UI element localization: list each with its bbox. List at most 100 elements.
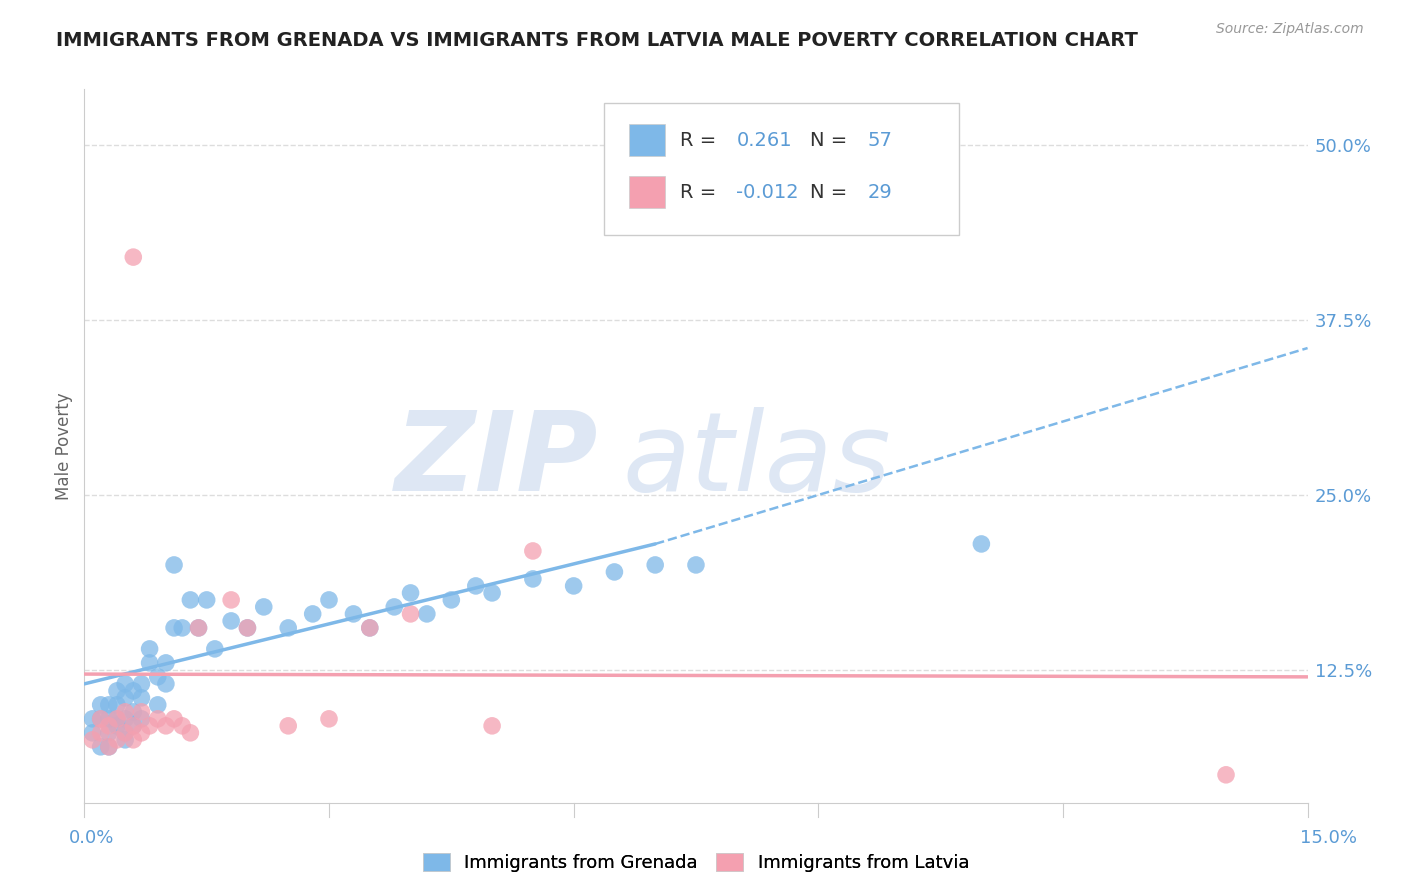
Point: [114, 732, 136, 747]
Point: [522, 544, 544, 558]
Point: [172, 719, 194, 733]
Point: [204, 641, 226, 656]
Point: [219, 614, 242, 628]
Point: [114, 690, 136, 705]
Point: [146, 670, 169, 684]
Point: [603, 565, 626, 579]
Point: [277, 719, 299, 733]
Text: 15.0%: 15.0%: [1301, 829, 1357, 847]
Point: [399, 586, 422, 600]
Point: [131, 712, 153, 726]
Point: [82, 712, 104, 726]
Point: [146, 712, 169, 726]
Point: [114, 712, 136, 726]
Point: [131, 726, 153, 740]
Point: [138, 641, 160, 656]
FancyBboxPatch shape: [628, 124, 665, 156]
Point: [236, 621, 259, 635]
Point: [122, 732, 145, 747]
Point: [122, 684, 145, 698]
Point: [105, 719, 128, 733]
Text: 57: 57: [868, 131, 891, 150]
Text: N =: N =: [810, 131, 853, 150]
Point: [179, 593, 201, 607]
Point: [187, 621, 209, 635]
Point: [138, 656, 160, 670]
Point: [163, 621, 186, 635]
Point: [318, 593, 340, 607]
Point: [122, 719, 145, 733]
Point: [359, 621, 381, 635]
Point: [105, 698, 128, 712]
Point: [122, 250, 145, 264]
Text: ZIP: ZIP: [395, 407, 598, 514]
Point: [301, 607, 323, 621]
Point: [138, 719, 160, 733]
Point: [163, 558, 186, 572]
Point: [114, 726, 136, 740]
Point: [481, 586, 503, 600]
Point: [464, 579, 486, 593]
Point: [97, 719, 120, 733]
Point: [318, 712, 340, 726]
Legend: Immigrants from Grenada, Immigrants from Latvia: Immigrants from Grenada, Immigrants from…: [416, 846, 976, 880]
Point: [219, 593, 242, 607]
Point: [131, 690, 153, 705]
Point: [90, 726, 112, 740]
Text: -0.012: -0.012: [737, 183, 799, 202]
Point: [342, 607, 364, 621]
Point: [97, 726, 120, 740]
Point: [97, 698, 120, 712]
Text: 0.0%: 0.0%: [69, 829, 114, 847]
Point: [253, 599, 276, 614]
Point: [97, 739, 120, 754]
Point: [382, 599, 405, 614]
Point: [131, 705, 153, 719]
Point: [440, 593, 463, 607]
Point: [82, 726, 104, 740]
Point: [122, 705, 145, 719]
Point: [105, 732, 128, 747]
Point: [90, 739, 112, 754]
Point: [122, 719, 145, 733]
Text: R =: R =: [681, 183, 723, 202]
Point: [562, 579, 585, 593]
Point: [172, 621, 194, 635]
Point: [522, 572, 544, 586]
Point: [1215, 768, 1237, 782]
Point: [155, 677, 177, 691]
Point: [481, 719, 503, 733]
Text: 29: 29: [868, 183, 891, 202]
Point: [236, 621, 259, 635]
Point: [146, 698, 169, 712]
Point: [155, 656, 177, 670]
Point: [187, 621, 209, 635]
Text: N =: N =: [810, 183, 853, 202]
Point: [163, 712, 186, 726]
Text: IMMIGRANTS FROM GRENADA VS IMMIGRANTS FROM LATVIA MALE POVERTY CORRELATION CHART: IMMIGRANTS FROM GRENADA VS IMMIGRANTS FR…: [56, 31, 1137, 50]
Point: [90, 712, 112, 726]
Point: [416, 607, 439, 621]
Point: [90, 712, 112, 726]
Text: 0.261: 0.261: [737, 131, 792, 150]
Point: [97, 739, 120, 754]
Point: [155, 719, 177, 733]
Point: [685, 558, 707, 572]
Point: [105, 712, 128, 726]
Point: [97, 712, 120, 726]
Point: [82, 732, 104, 747]
Point: [114, 726, 136, 740]
Point: [277, 621, 299, 635]
FancyBboxPatch shape: [605, 103, 959, 235]
Point: [359, 621, 381, 635]
Point: [179, 726, 201, 740]
Text: R =: R =: [681, 131, 723, 150]
Text: Source: ZipAtlas.com: Source: ZipAtlas.com: [1216, 22, 1364, 37]
FancyBboxPatch shape: [628, 177, 665, 209]
Point: [105, 684, 128, 698]
Point: [970, 537, 993, 551]
Point: [399, 607, 422, 621]
Text: atlas: atlas: [623, 407, 891, 514]
Point: [105, 712, 128, 726]
Y-axis label: Male Poverty: Male Poverty: [55, 392, 73, 500]
